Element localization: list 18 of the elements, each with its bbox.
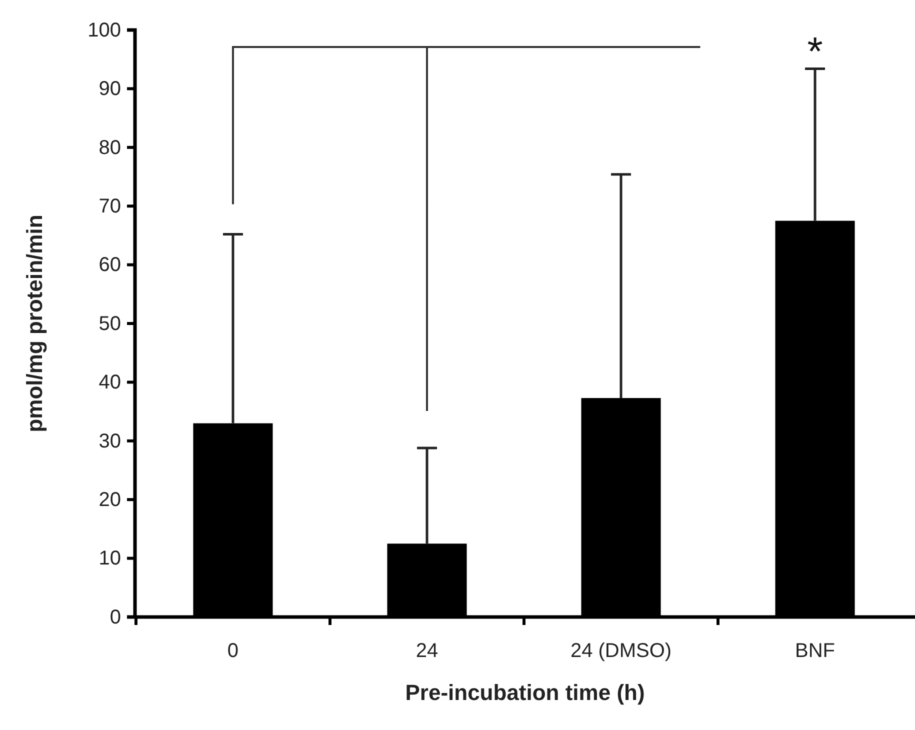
x-tick-label: 24: [416, 640, 438, 662]
x-tick-label: 24 (DMSO): [570, 640, 672, 662]
y-tick-label: 10: [98, 548, 121, 570]
y-tick-label: 70: [98, 196, 121, 218]
y-tick-label: 90: [98, 78, 121, 100]
y-tick-label: 50: [98, 312, 121, 335]
x-tick-label: BNF: [795, 640, 836, 662]
x-axis-title: Pre-incubation time (h): [405, 680, 645, 705]
annotation: *: [807, 30, 823, 74]
y-tick-label: 0: [110, 606, 121, 628]
y-tick-label: 100: [88, 19, 121, 42]
y-tick-label: 40: [98, 372, 121, 394]
y-tick-label: 20: [98, 489, 121, 511]
y-axis-title: pmol/mg protein/min: [22, 214, 47, 432]
y-tick-label: 80: [98, 136, 121, 159]
y-tick-label: 30: [98, 430, 121, 452]
x-tick-label: 0: [227, 640, 239, 662]
y-tick-label: 60: [98, 254, 121, 276]
